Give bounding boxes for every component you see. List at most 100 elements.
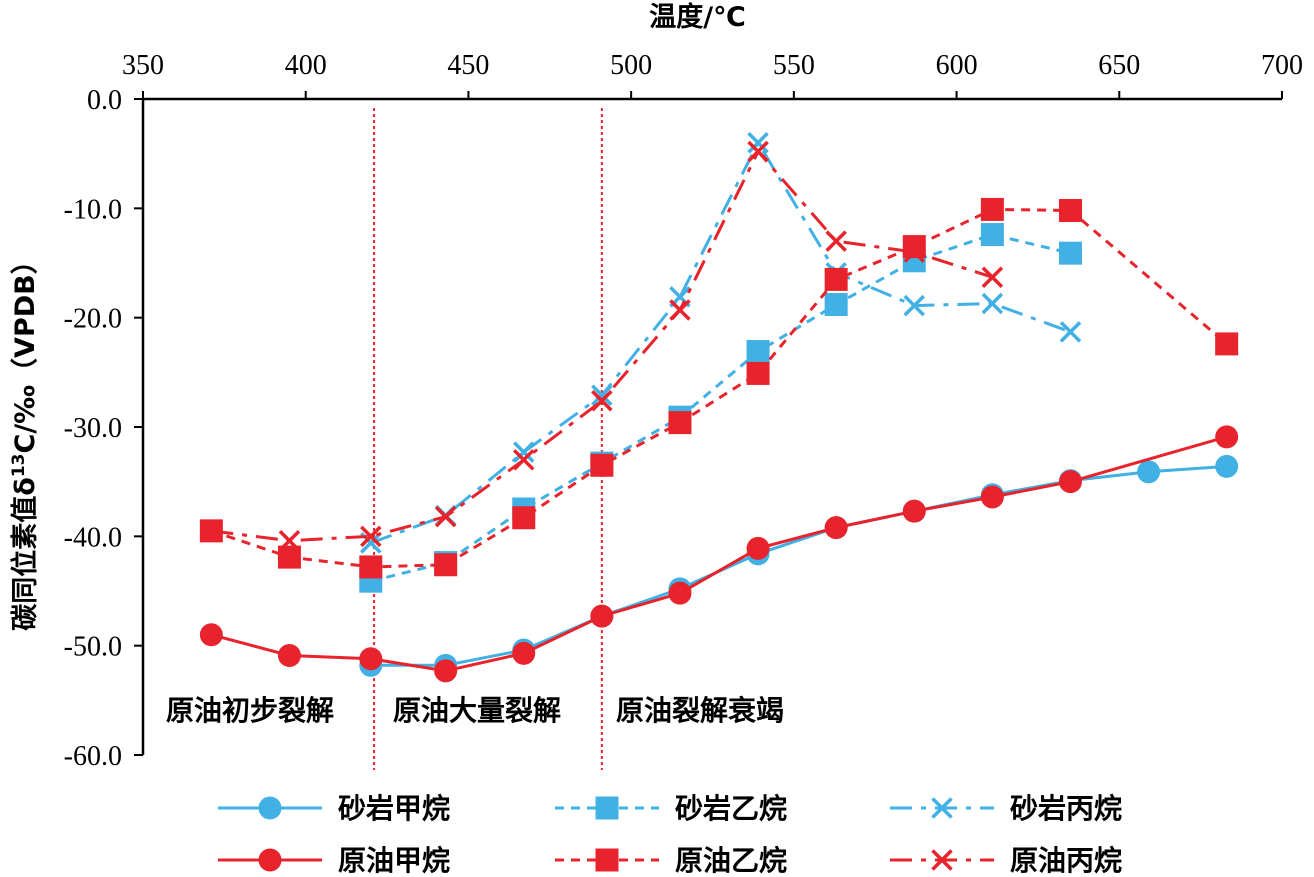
legend-marker <box>258 848 282 872</box>
data-point <box>277 644 301 668</box>
x-tick-label: 350 <box>122 50 164 81</box>
data-point <box>591 390 613 412</box>
data-point-stroke <box>360 532 382 554</box>
series-line <box>370 139 1072 545</box>
legend-label: 原油乙烷 <box>675 844 787 877</box>
legend-item: 原油甲烷 <box>218 844 450 877</box>
series-line <box>370 233 1071 583</box>
y-axis-title-part: C/‰（VPDB） <box>10 247 41 453</box>
stage-label: 原油裂解衰竭 <box>616 694 784 727</box>
y-axis-title-part: 碳同位素值δ <box>9 477 41 631</box>
y-tick-label: -20.0 <box>64 304 122 335</box>
stage-labels: 原油初步裂解 原油大量裂解 原油裂解衰竭 <box>166 694 784 727</box>
data-point-stroke <box>513 441 535 463</box>
legend-label: 原油甲烷 <box>338 844 450 877</box>
y-axis-title: 碳同位素值δ13C/‰（VPDB） <box>9 247 41 630</box>
data-point-stroke <box>825 230 847 252</box>
legend-label: 砂岩丙烷 <box>1010 792 1122 825</box>
series <box>199 197 1239 579</box>
data-point <box>746 536 770 560</box>
data-point-stroke <box>669 299 691 321</box>
data-point <box>200 520 223 542</box>
data-point <box>512 506 536 530</box>
data-point <box>278 529 301 552</box>
series <box>360 131 1082 554</box>
data-point <box>981 292 1004 315</box>
axes: 350 400 450 500 550 600 650 700 0.0 -10.0 -20.0 -30… <box>9 1 1303 772</box>
x-tick-label: 700 <box>1261 50 1303 81</box>
data-point <box>903 241 926 263</box>
data-point <box>1215 332 1239 356</box>
data-point <box>434 553 458 577</box>
data-point-stroke <box>434 505 457 528</box>
legend-marker <box>258 796 282 820</box>
legend-item: 砂岩甲烷 <box>218 792 450 825</box>
data-point <box>359 555 383 579</box>
data-point <box>434 505 457 528</box>
legend-label: 砂岩甲烷 <box>338 792 450 825</box>
data-point <box>199 623 223 647</box>
y-tick-label: -40.0 <box>64 522 122 553</box>
series-layer <box>199 131 1239 683</box>
y-tick-label: -50.0 <box>64 632 122 663</box>
stage-label: 原油大量裂解 <box>393 694 561 727</box>
data-point <box>746 361 770 385</box>
data-point <box>746 340 770 364</box>
legend-item: 砂岩丙烷 <box>890 792 1122 825</box>
series-line <box>370 464 1227 667</box>
data-point-stroke <box>591 390 613 412</box>
data-point <box>513 441 535 463</box>
data-point <box>747 140 769 163</box>
data-point-stroke <box>591 384 613 407</box>
legend-marker <box>931 849 953 871</box>
data-point <box>1215 454 1239 478</box>
stage-label: 原油初步裂解 <box>166 694 334 727</box>
data-point <box>669 299 691 321</box>
data-point <box>1058 241 1082 265</box>
data-point <box>824 516 848 540</box>
y-tick-label: -10.0 <box>64 194 122 225</box>
data-point <box>434 659 458 683</box>
data-point <box>824 293 848 317</box>
legend-item: 砂岩乙烷 <box>555 792 787 825</box>
data-point <box>903 294 926 317</box>
stage-dividers <box>373 108 603 770</box>
y-tick-label: -30.0 <box>64 413 122 444</box>
data-point-stroke <box>747 131 769 154</box>
legend-marker <box>595 796 619 820</box>
data-point-stroke <box>903 241 926 263</box>
data-point <box>359 647 383 671</box>
legend-marker <box>595 848 619 872</box>
data-point-stroke <box>1059 321 1082 343</box>
data-point <box>513 449 535 471</box>
data-point <box>825 230 847 252</box>
data-point <box>590 604 614 628</box>
data-point <box>824 267 848 291</box>
data-point <box>591 384 613 407</box>
legend-item: 原油乙烷 <box>555 844 787 877</box>
data-point <box>980 485 1004 509</box>
legend-label: 砂岩乙烷 <box>675 792 787 825</box>
data-point <box>980 223 1004 247</box>
data-point <box>981 266 1004 288</box>
data-point <box>980 197 1004 221</box>
x-tick-label: 500 <box>610 50 652 81</box>
data-point <box>590 453 614 477</box>
data-point <box>747 131 769 154</box>
series <box>359 223 1082 593</box>
data-point-stroke <box>200 520 223 542</box>
data-point <box>668 411 692 435</box>
data-point <box>1137 460 1161 484</box>
legend-item: 原油丙烷 <box>890 844 1122 877</box>
series <box>359 454 1239 677</box>
data-point <box>277 545 301 569</box>
data-point-stroke <box>747 140 769 163</box>
x-axis-title: 温度/℃ <box>649 1 746 33</box>
legend-marker <box>931 797 953 819</box>
legend-label: 原油丙烷 <box>1010 844 1122 877</box>
data-point-stroke <box>903 294 926 317</box>
x-tick-label: 650 <box>1098 50 1140 81</box>
data-point-stroke <box>981 266 1004 288</box>
